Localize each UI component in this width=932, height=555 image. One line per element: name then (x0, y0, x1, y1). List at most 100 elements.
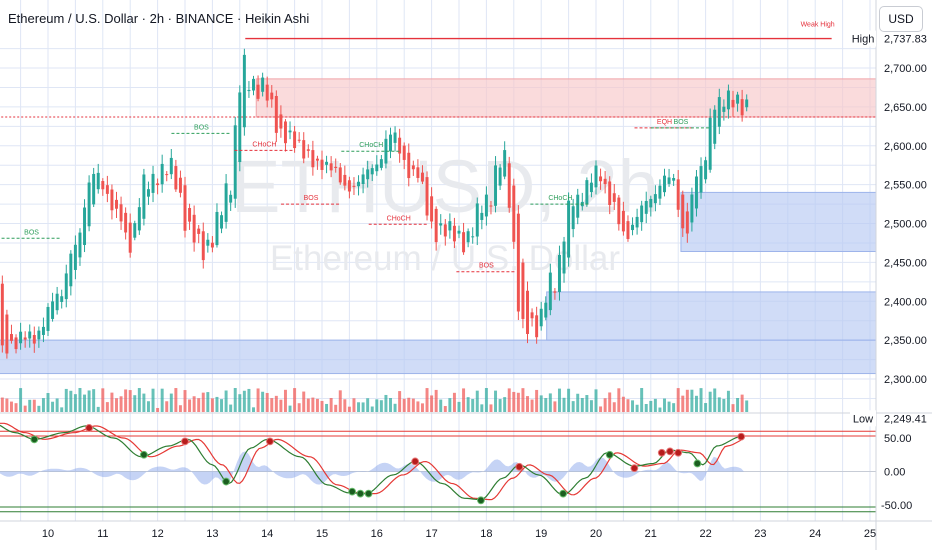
oscillator-signal-dot (140, 450, 148, 459)
candle-body (681, 194, 685, 229)
candle (704, 156, 708, 412)
candle (420, 165, 424, 412)
candle-body (73, 244, 77, 270)
volume-bar (557, 388, 561, 412)
candle-body (357, 181, 361, 187)
candle (516, 205, 520, 412)
candle-body (206, 239, 210, 246)
candle (28, 324, 32, 412)
candle-body (704, 160, 708, 180)
volume-bar (635, 404, 639, 412)
candle-body (434, 208, 438, 243)
candle-body (745, 99, 749, 108)
candle (156, 178, 160, 412)
candle (146, 181, 150, 412)
candle (694, 170, 698, 412)
candle (736, 91, 740, 412)
candle (315, 155, 319, 412)
candle (430, 187, 434, 412)
volume-bar (736, 398, 740, 412)
candle-body (325, 161, 329, 165)
candle (740, 89, 744, 412)
candle-body (156, 183, 160, 186)
candle-body (621, 210, 625, 232)
time-axis-tick: 24 (809, 528, 821, 540)
candle-body (722, 106, 726, 112)
candle (206, 233, 210, 412)
volume-bar (19, 388, 23, 412)
volume-bar (238, 394, 242, 412)
time-axis-tick: 15 (316, 528, 328, 540)
candle (526, 281, 529, 412)
low-label-bg (850, 410, 876, 427)
volume-bar (28, 399, 32, 412)
candle-body (411, 165, 415, 170)
volume-bar (325, 403, 329, 412)
candle-body (315, 158, 319, 161)
candle-body (521, 262, 525, 319)
candle-body (366, 169, 370, 180)
volume-bar (0, 397, 4, 412)
candle-body (188, 208, 192, 222)
candle-body (87, 182, 91, 227)
candle (105, 175, 109, 412)
candle (297, 132, 301, 412)
volume-bar (535, 389, 539, 412)
candle (101, 178, 105, 412)
candle-body (407, 152, 411, 179)
volume-bar (745, 400, 749, 412)
candle-body (589, 182, 593, 193)
candle-body (544, 302, 548, 318)
candle (713, 105, 717, 412)
candle (370, 164, 374, 412)
candle (242, 48, 246, 412)
candle-body (165, 174, 169, 176)
volume-bar (279, 399, 283, 412)
volume-bar (252, 407, 255, 412)
candle (183, 176, 187, 412)
volume-bar (156, 407, 160, 412)
time-axis-tick: 18 (480, 528, 492, 540)
candle (539, 301, 543, 412)
candle (311, 140, 315, 412)
volume-bar (503, 397, 507, 412)
time-axis-tick: 25 (864, 528, 876, 540)
volume-bar (41, 398, 45, 412)
candle (594, 160, 598, 412)
candle-body (398, 137, 402, 154)
candle (480, 205, 484, 412)
candle-body (644, 200, 648, 214)
candle-body (37, 330, 41, 340)
volume-bar (320, 400, 324, 412)
supply-zone (255, 78, 877, 118)
candle-body (658, 185, 662, 199)
candle (233, 116, 237, 412)
candle (640, 200, 644, 412)
candle-body (612, 193, 616, 202)
candle-body (110, 189, 114, 211)
volume-bar (311, 397, 315, 412)
candle (663, 168, 666, 412)
volume-bar (658, 407, 662, 412)
candle-body (713, 109, 717, 144)
candle-body (0, 283, 4, 346)
volume-bar (46, 393, 50, 412)
volume-bar (288, 405, 292, 412)
candle-body (452, 225, 456, 242)
candle-body (19, 331, 23, 344)
candle (571, 198, 575, 412)
candle-body (516, 213, 520, 312)
candle-body (635, 216, 639, 228)
currency-button[interactable]: USD (879, 6, 923, 32)
oscillator-signal-dot (181, 437, 189, 446)
volume-bar (242, 390, 246, 412)
volume-bar (571, 401, 575, 412)
candle-body (484, 194, 488, 217)
candle-body (676, 179, 680, 210)
candle (55, 286, 59, 412)
candle (83, 199, 87, 412)
candle-body (270, 92, 274, 100)
time-axis-tick: 23 (754, 528, 766, 540)
